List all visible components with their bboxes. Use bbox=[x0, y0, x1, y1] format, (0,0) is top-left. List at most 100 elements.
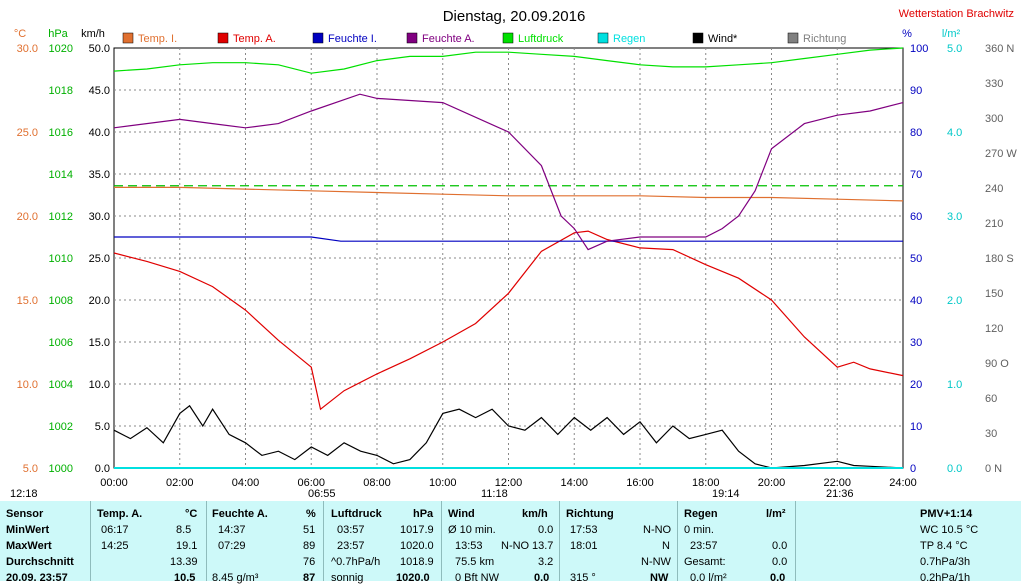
hdr-rain-unit: l/m² bbox=[766, 508, 786, 520]
wind-tick-3: 15.0 bbox=[89, 337, 110, 349]
pressure-tick-8: 1016 bbox=[49, 127, 73, 139]
legend-label-3: Feuchte A. bbox=[422, 33, 475, 45]
direction-tick-1: 30 bbox=[985, 428, 997, 440]
avg-temp: 13.39 bbox=[170, 556, 198, 568]
temp-tick-4: 25.0 bbox=[17, 127, 38, 139]
humidity-tick-0: 0 bbox=[910, 463, 916, 475]
avg-wind-dist: 75.5 km bbox=[455, 556, 495, 568]
avg-hum: 76 bbox=[303, 556, 316, 568]
direction-tick-5: 150 bbox=[985, 288, 1003, 300]
rain-tick-4: 4.0 bbox=[947, 127, 962, 139]
x-tick-10: 20:00 bbox=[758, 477, 786, 489]
series-line-4 bbox=[113, 47, 904, 74]
pressure-tick-5: 1010 bbox=[49, 253, 73, 265]
x-tick-6: 12:00 bbox=[495, 477, 523, 489]
now-rain: 0.0 bbox=[770, 572, 786, 584]
col-sensor bbox=[0, 501, 91, 581]
now-press-text: sonnig bbox=[331, 572, 364, 584]
chart-background bbox=[0, 0, 1021, 501]
humidity-tick-8: 80 bbox=[910, 127, 922, 139]
max-temp: 19.1 bbox=[176, 540, 198, 552]
max-wind-dir: N-NO bbox=[501, 540, 530, 552]
x-tick-1: 02:00 bbox=[166, 477, 194, 489]
humidity-tick-1: 10 bbox=[910, 421, 922, 433]
row-min-label: MinWert bbox=[6, 524, 50, 536]
wind-tick-6: 30.0 bbox=[89, 211, 110, 223]
humidity-unit-label: % bbox=[902, 28, 912, 40]
avg-wind: 3.2 bbox=[538, 556, 554, 568]
time-marker-3: 19:14 bbox=[712, 488, 740, 500]
col-pressure bbox=[324, 501, 442, 581]
legend-label-1: Temp. A. bbox=[233, 33, 276, 45]
temp-tick-1: 10.0 bbox=[17, 379, 38, 391]
x-tick-12: 24:00 bbox=[889, 477, 917, 489]
hdr-wind-unit: km/h bbox=[522, 508, 548, 520]
time-marker-4: 21:36 bbox=[826, 488, 854, 500]
col-direction bbox=[560, 501, 678, 581]
hdr-rain: Regen bbox=[684, 508, 718, 520]
rain-tick-5: 5.0 bbox=[947, 43, 962, 55]
weather-chart: Dienstag, 20.09.2016 Wetterstation Brach… bbox=[0, 0, 1021, 501]
avg-press: 1018.9 bbox=[400, 556, 434, 568]
direction-tick-8: 240 bbox=[985, 183, 1003, 195]
legend-label-4: Luftdruck bbox=[518, 33, 564, 45]
legend-label-6: Wind* bbox=[708, 33, 738, 45]
rain-tick-1: 1.0 bbox=[947, 379, 962, 391]
now-press: 1020.0 bbox=[396, 572, 430, 584]
direction-tick-11: 330 bbox=[985, 78, 1003, 90]
direction-tick-3: 90 O bbox=[985, 358, 1009, 370]
x-tick-3: 06:00 bbox=[297, 477, 325, 489]
chart-title: Dienstag, 20.09.2016 bbox=[443, 8, 586, 25]
series-line-0 bbox=[114, 186, 904, 202]
row-now-label: 20.09. 23:57 bbox=[6, 572, 68, 584]
plot-area bbox=[113, 47, 904, 469]
time-marker-0: 12:18 bbox=[10, 488, 38, 500]
now-dir: NW bbox=[650, 572, 669, 584]
min-rain-label: 0 min. bbox=[684, 524, 714, 536]
x-tick-11: 22:00 bbox=[823, 477, 851, 489]
station-name: Wetterstation Brachwitz bbox=[899, 8, 1014, 20]
rain-tick-3: 3.0 bbox=[947, 211, 962, 223]
humidity-tick-2: 20 bbox=[910, 379, 922, 391]
min-press: 1017.9 bbox=[400, 524, 434, 536]
col-wind bbox=[442, 501, 560, 581]
legend-label-5: Regen bbox=[613, 33, 645, 45]
now-hum-abs: 8.45 g/m³ bbox=[212, 572, 259, 584]
min-dir: N-NO bbox=[643, 524, 672, 536]
series-line-5 bbox=[113, 404, 904, 469]
hdr-pmv: PMV+1:14 bbox=[920, 508, 973, 520]
direction-tick-10: 300 bbox=[985, 113, 1003, 125]
min-dir-time: 17:53 bbox=[570, 524, 598, 536]
direction-tick-7: 210 bbox=[985, 218, 1003, 230]
wind-unit-label: km/h bbox=[81, 28, 105, 40]
row-max-label: MaxWert bbox=[6, 540, 52, 552]
max-rain-time: 23:57 bbox=[690, 540, 718, 552]
pressure-unit-label: hPa bbox=[48, 28, 68, 40]
x-tick-9: 18:00 bbox=[692, 477, 720, 489]
rain-tick-0: 0.0 bbox=[947, 463, 962, 475]
x-tick-4: 08:00 bbox=[363, 477, 391, 489]
x-tick-7: 14:00 bbox=[560, 477, 588, 489]
min-hum-time: 14:37 bbox=[218, 524, 246, 536]
temp-unit-label: °C bbox=[14, 28, 26, 40]
col-temp bbox=[91, 501, 207, 581]
legend-label-2: Feuchte I. bbox=[328, 33, 377, 45]
wind-tick-5: 25.0 bbox=[89, 253, 110, 265]
humidity-tick-10: 100 bbox=[910, 43, 928, 55]
temp-tick-2: 15.0 bbox=[17, 295, 38, 307]
rain-tick-2: 2.0 bbox=[947, 295, 962, 307]
x-tick-8: 16:00 bbox=[626, 477, 654, 489]
series-line-1 bbox=[113, 230, 904, 411]
hdr-sensor: Sensor bbox=[6, 508, 44, 520]
hdr-temp: Temp. A. bbox=[97, 508, 143, 520]
max-hum-time: 07:29 bbox=[218, 540, 246, 552]
hdr-hum-unit: % bbox=[306, 508, 316, 520]
legend-swatch-1 bbox=[217, 32, 229, 44]
temp-tick-3: 20.0 bbox=[17, 211, 38, 223]
hdr-wind: Wind bbox=[448, 508, 475, 520]
pressure-tick-7: 1014 bbox=[49, 169, 73, 181]
avg-extra: 0.7hPa/3h bbox=[920, 556, 971, 568]
max-dir: N bbox=[662, 540, 670, 552]
chart-grid bbox=[113, 47, 904, 469]
chart-legend: Temp. I. Temp. A. Feuchte I. Feuchte A. Luft… bbox=[122, 32, 846, 45]
